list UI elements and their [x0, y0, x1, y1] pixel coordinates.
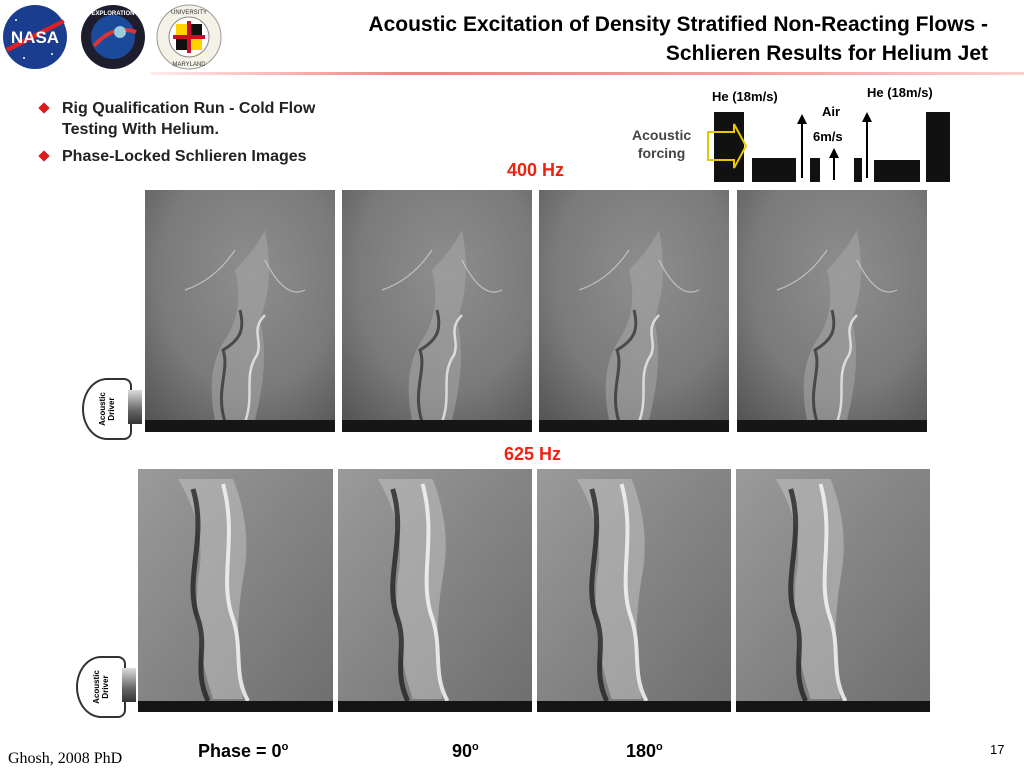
phase-label-180: 180o	[626, 741, 663, 761]
umd-seal-bottom-text: MARYLAND	[172, 62, 206, 68]
slide-title: Acoustic Excitation of Density Stratifie…	[368, 10, 988, 68]
schlieren-frame-625hz-phase0	[138, 469, 333, 712]
diamond-bullet-icon	[38, 150, 50, 162]
schlieren-frame-625hz-phase180	[537, 469, 731, 712]
he-right-label: He (18m/s)	[867, 85, 933, 100]
acoustic-driver-label: Acoustic Driver	[92, 670, 110, 704]
rig-schematic: Acoustic forcing He (18m/s) Air 6m/s He …	[630, 82, 960, 186]
he-left-label: He (18m/s)	[712, 89, 778, 104]
umd-seal: UNIVERSITY MARYLAND	[156, 4, 222, 70]
nasa-logo-text: NASA	[11, 28, 59, 47]
diamond-bullet-icon	[38, 102, 50, 114]
phase-label-0: Phase = 0o	[198, 741, 289, 761]
schlieren-frame-625hz-phase270	[736, 469, 930, 712]
umd-seal-top-text: UNIVERSITY	[171, 10, 207, 16]
phase-label-90: 90o	[452, 741, 479, 761]
exploration-logo-text: EXPLORATION	[92, 11, 135, 17]
schlieren-frame-400hz-phase180	[539, 190, 729, 432]
bullet-item: Phase-Locked Schlieren Images	[38, 146, 368, 167]
frequency-label-400hz: 400 Hz	[507, 160, 565, 180]
schlieren-frame-400hz-phase90	[342, 190, 532, 432]
schlieren-frame-400hz-phase0	[145, 190, 335, 432]
acoustic-driver-label: Acoustic Driver	[98, 392, 116, 426]
nasa-logo: NASA	[2, 4, 68, 70]
bullet-item: Rig Qualification Run - Cold Flow Testin…	[38, 98, 368, 140]
rig-diagram	[707, 112, 950, 182]
title-divider	[150, 72, 1024, 75]
bullet-text: Rig Qualification Run - Cold Flow Testin…	[62, 100, 316, 138]
bullet-text: Phase-Locked Schlieren Images	[62, 148, 307, 165]
frequency-label-625hz: 625 Hz	[504, 444, 562, 464]
acoustic-forcing-label-line2: forcing	[637, 145, 686, 161]
schlieren-frame-400hz-phase270	[737, 190, 927, 432]
exploration-logo: EXPLORATION	[80, 4, 146, 70]
air-label: Air	[822, 104, 841, 119]
air-speed-label: 6m/s	[813, 129, 843, 144]
slide-title-line1: Acoustic Excitation of Density Stratifie…	[368, 13, 988, 36]
page-number: 17	[990, 742, 1005, 757]
footer-citation: Ghosh, 2008 PhD	[8, 750, 123, 767]
slide-title-line2: Schlieren Results for Helium Jet	[665, 42, 988, 65]
acoustic-forcing-label: Acoustic forcing	[632, 126, 691, 162]
bullet-list: Rig Qualification Run - Cold Flow Testin…	[38, 98, 368, 173]
schlieren-frame-625hz-phase90	[338, 469, 532, 712]
acoustic-forcing-label-line1: Acoustic	[632, 127, 692, 143]
